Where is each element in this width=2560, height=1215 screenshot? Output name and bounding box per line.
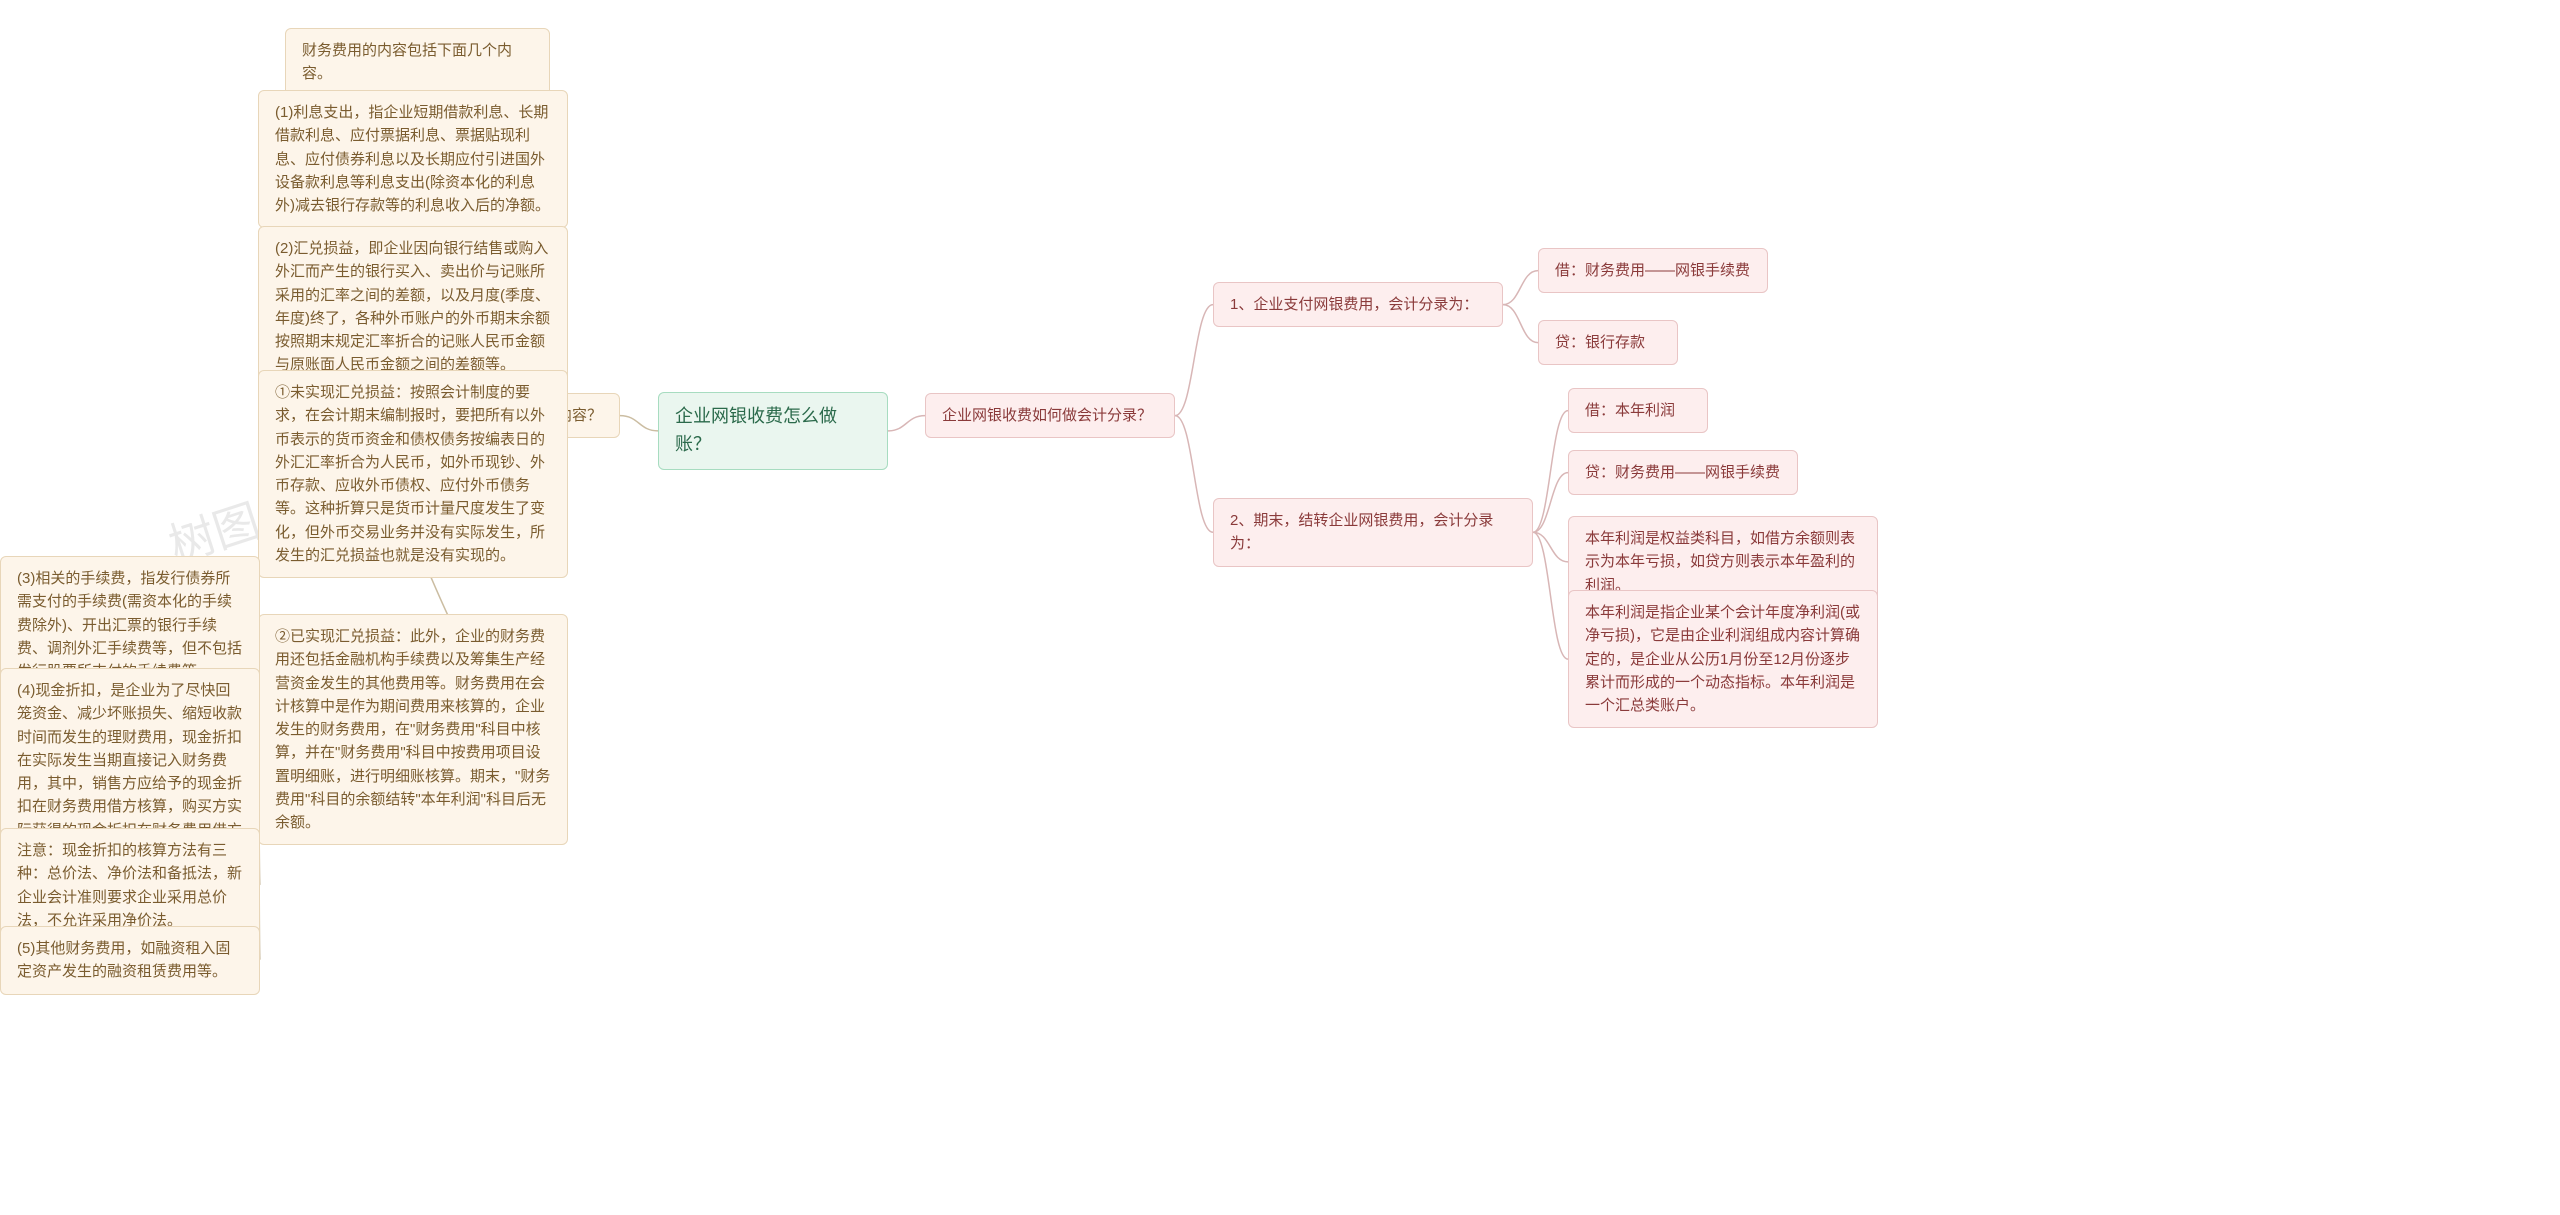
R1b4: 本年利润是指企业某个会计年度净利润(或净亏损)，它是由企业利润组成内容计算确定的…	[1568, 590, 1878, 728]
L1c1: ①未实现汇兑损益：按照会计制度的要求，在会计期末编制报时，要把所有以外币表示的货…	[258, 370, 568, 578]
connector	[1503, 305, 1538, 343]
connector	[1503, 271, 1538, 305]
connector	[1533, 473, 1568, 533]
R1a2: 贷：银行存款	[1538, 320, 1678, 365]
R1b: 2、期末，结转企业网银费用，会计分录为：	[1213, 498, 1533, 567]
connector	[1175, 416, 1213, 533]
L1c2d: (5)其他财务费用，如融资租入固定资产发生的融资租赁费用等。	[0, 926, 260, 995]
L1c: (2)汇兑损益，即企业因向银行结售或购入外汇而产生的银行买入、卖出价与记账所采用…	[258, 226, 568, 388]
connector	[1533, 411, 1568, 533]
connector	[1533, 532, 1568, 659]
L1b: (1)利息支出，指企业短期借款利息、长期借款利息、应付票据利息、票据贴现利息、应…	[258, 90, 568, 228]
R1a1: 借：财务费用——网银手续费	[1538, 248, 1768, 293]
connector	[1533, 532, 1568, 562]
R1b1: 借：本年利润	[1568, 388, 1708, 433]
R1: 企业网银收费如何做会计分录？	[925, 393, 1175, 438]
connector	[620, 416, 658, 431]
R1a: 1、企业支付网银费用，会计分录为：	[1213, 282, 1503, 327]
R1b2: 贷：财务费用——网银手续费	[1568, 450, 1798, 495]
connector	[1175, 305, 1213, 416]
L1c2: ②已实现汇兑损益：此外，企业的财务费用还包括金融机构手续费以及筹集生产经营资金发…	[258, 614, 568, 845]
L1a: 财务费用的内容包括下面几个内容。	[285, 28, 550, 97]
connector	[888, 416, 925, 431]
root: 企业网银收费怎么做账？	[658, 392, 888, 470]
